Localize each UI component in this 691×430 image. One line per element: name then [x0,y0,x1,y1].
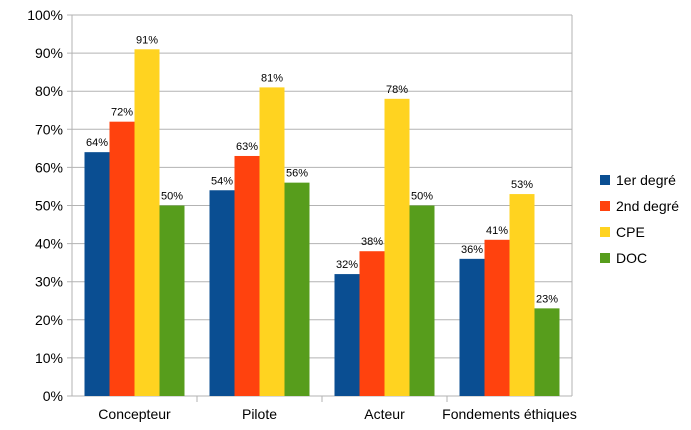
x-axis: Concepteur Pilote Acteur Fondements éthique… [98,406,577,422]
y-tick-label: 50% [35,198,63,214]
data-label: 50% [161,191,183,203]
bar [534,308,560,396]
data-label: 23% [536,293,558,305]
y-tick-label: 60% [35,159,63,175]
x-tick-label: Pilote [242,406,277,422]
bar [159,205,185,396]
bar [259,87,285,396]
x-tick-label: Fondements éthiques [442,406,577,422]
data-label: 38% [361,236,383,248]
data-label: 32% [336,259,358,271]
data-labels: 64% 72% 91% 50% 54% 63% 81% 56% 32%38% 78% 50% 36%4… [86,34,558,305]
bar [409,205,435,396]
bar [134,49,160,396]
x-tick-label: Concepteur [98,406,171,422]
y-tick-label: 70% [35,121,63,137]
data-label: 63% [236,141,258,153]
legend-swatch [600,253,610,263]
legend: 1er degré 2nd degré CPE DOC [600,172,679,266]
data-label: 91% [136,34,158,46]
legend-label: CPE [616,224,645,240]
bar [384,98,410,396]
bar [284,182,310,396]
legend-label: DOC [616,250,647,266]
legend-swatch [600,227,610,237]
data-label: 64% [86,137,108,149]
bar [484,239,510,396]
data-label: 54% [211,175,233,187]
bar [509,194,535,396]
legend-swatch [600,201,610,211]
y-tick-label: 0% [43,388,63,404]
data-label: 36% [461,244,483,256]
y-axis: 0% 10% 20% 30% 40% 50% 60% 70% 80% 90% 100% [27,7,63,404]
legend-label: 1er degré [616,172,676,188]
y-tick-label: 20% [35,312,63,328]
data-label: 81% [261,72,283,84]
y-tick-label: 80% [35,83,63,99]
bar [109,121,135,397]
bar [209,190,235,396]
bar [359,251,385,396]
y-tick-label: 90% [35,45,63,61]
data-label: 53% [511,179,533,191]
bar [234,155,260,396]
data-label: 50% [411,191,433,203]
data-label: 78% [386,84,408,96]
y-tick-label: 30% [35,274,63,290]
bar [459,258,485,396]
y-tick-label: 100% [27,7,63,23]
bar [84,152,110,396]
bar [334,274,360,396]
x-tick-label: Acteur [364,406,405,422]
y-tick-label: 10% [35,350,63,366]
data-label: 56% [286,168,308,180]
legend-label: 2nd degré [616,198,679,214]
legend-swatch [600,175,610,185]
bars [84,49,560,397]
data-label: 41% [486,225,508,237]
data-label: 72% [111,107,133,119]
y-tick-label: 40% [35,236,63,252]
